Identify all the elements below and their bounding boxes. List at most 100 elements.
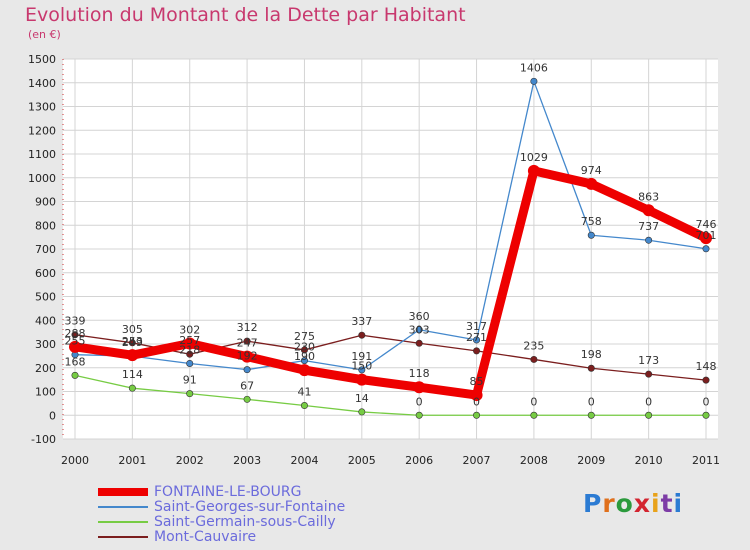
data-label: 0 xyxy=(416,395,423,408)
data-point xyxy=(700,232,712,245)
y-tick-label: 0 xyxy=(49,409,56,422)
x-tick-label: 2000 xyxy=(61,454,89,467)
data-label: 746 xyxy=(696,218,717,231)
data-label: 302 xyxy=(179,324,200,337)
data-label: 0 xyxy=(588,395,595,408)
data-point xyxy=(183,337,196,350)
data-label: 701 xyxy=(696,229,717,242)
data-point xyxy=(186,350,194,358)
data-point xyxy=(186,359,194,367)
x-tick-label: 2009 xyxy=(577,454,605,467)
series-line xyxy=(74,374,706,416)
y-tick-label: 1000 xyxy=(28,172,56,185)
data-point xyxy=(358,331,366,339)
data-point xyxy=(587,411,595,419)
data-label: 41 xyxy=(297,386,311,399)
data-label: 1406 xyxy=(520,61,548,74)
data-label: 191 xyxy=(351,350,372,363)
data-point xyxy=(358,366,366,374)
x-tick-label: 2010 xyxy=(635,454,663,467)
data-label: 173 xyxy=(638,354,659,367)
data-label: 303 xyxy=(409,323,430,336)
data-point xyxy=(358,408,366,416)
data-label: 85 xyxy=(470,375,484,388)
data-label: 253 xyxy=(122,335,143,348)
data-point xyxy=(702,245,710,253)
data-point xyxy=(415,411,423,419)
y-tick-label: 1300 xyxy=(28,101,56,114)
chart-subtitle: (en €) xyxy=(28,28,61,41)
legend-swatch xyxy=(98,505,148,508)
legend-swatch xyxy=(98,535,148,538)
data-point xyxy=(126,349,139,362)
data-point xyxy=(128,339,136,347)
data-label: 360 xyxy=(409,310,430,323)
data-point xyxy=(645,370,653,378)
y-tick-label: 800 xyxy=(35,219,56,232)
legend: FONTAINE-LE-BOURG Saint-Georges-sur-Fonta… xyxy=(98,484,346,545)
data-point xyxy=(530,411,538,419)
data-label: 255 xyxy=(65,335,86,348)
data-label: 288 xyxy=(65,327,86,340)
data-point xyxy=(298,364,311,377)
data-point xyxy=(415,326,423,334)
data-label: 118 xyxy=(409,367,430,380)
data-label: 737 xyxy=(638,220,659,233)
legend-label: Saint-Georges-sur-Fontaine xyxy=(154,498,346,515)
data-point xyxy=(473,336,481,344)
data-label: 91 xyxy=(183,374,197,387)
y-tick-label: 300 xyxy=(35,338,56,351)
data-label: 192 xyxy=(237,350,258,363)
y-tick-label: 600 xyxy=(35,267,56,280)
y-tick-label: 1200 xyxy=(28,124,56,137)
data-point xyxy=(702,376,710,384)
series-line xyxy=(74,80,707,371)
data-point xyxy=(473,347,481,355)
y-tick-label: 200 xyxy=(35,362,56,375)
data-label: 974 xyxy=(581,164,602,177)
data-label: 67 xyxy=(240,379,254,392)
legend-swatch xyxy=(98,520,148,523)
data-label: 235 xyxy=(523,339,544,352)
data-point xyxy=(300,346,308,354)
y-tick-label: 100 xyxy=(35,386,56,399)
x-tick-label: 2003 xyxy=(233,454,261,467)
data-point xyxy=(71,371,79,379)
data-point xyxy=(585,177,598,190)
data-label: 758 xyxy=(581,215,602,228)
data-point xyxy=(243,395,251,403)
data-point xyxy=(415,339,423,347)
y-tick-label: 1400 xyxy=(28,77,56,90)
data-label: 339 xyxy=(65,315,86,328)
data-label: 863 xyxy=(638,190,659,203)
data-label: 249 xyxy=(122,336,143,349)
x-tick-label: 2004 xyxy=(290,454,318,467)
data-point xyxy=(300,357,308,365)
data-label: 14 xyxy=(355,392,369,405)
x-tick-label: 2008 xyxy=(520,454,548,467)
data-label: 198 xyxy=(581,348,602,361)
data-point xyxy=(71,331,79,339)
data-point xyxy=(527,164,540,177)
data-point xyxy=(300,402,308,410)
data-point xyxy=(530,77,538,85)
legend-label: Saint-Germain-sous-Cailly xyxy=(154,513,336,530)
proxiti-logo: Proxiti xyxy=(583,489,684,518)
y-tick-label: 500 xyxy=(35,291,56,304)
data-label: 190 xyxy=(294,350,315,363)
data-point xyxy=(530,355,538,363)
data-point xyxy=(470,389,483,402)
data-label: 0 xyxy=(473,395,480,408)
y-tick-label: 400 xyxy=(35,314,56,327)
data-label: 1029 xyxy=(520,151,548,164)
x-tick-label: 2011 xyxy=(692,454,720,467)
data-label: 305 xyxy=(122,323,143,336)
chart-title: Evolution du Montant de la Dette par Hab… xyxy=(25,4,466,26)
data-point xyxy=(587,231,595,239)
data-label: 275 xyxy=(294,330,315,343)
y-tick-label: -100 xyxy=(31,433,56,446)
data-point xyxy=(243,337,251,345)
data-point xyxy=(645,236,653,244)
data-label: 271 xyxy=(466,331,487,344)
